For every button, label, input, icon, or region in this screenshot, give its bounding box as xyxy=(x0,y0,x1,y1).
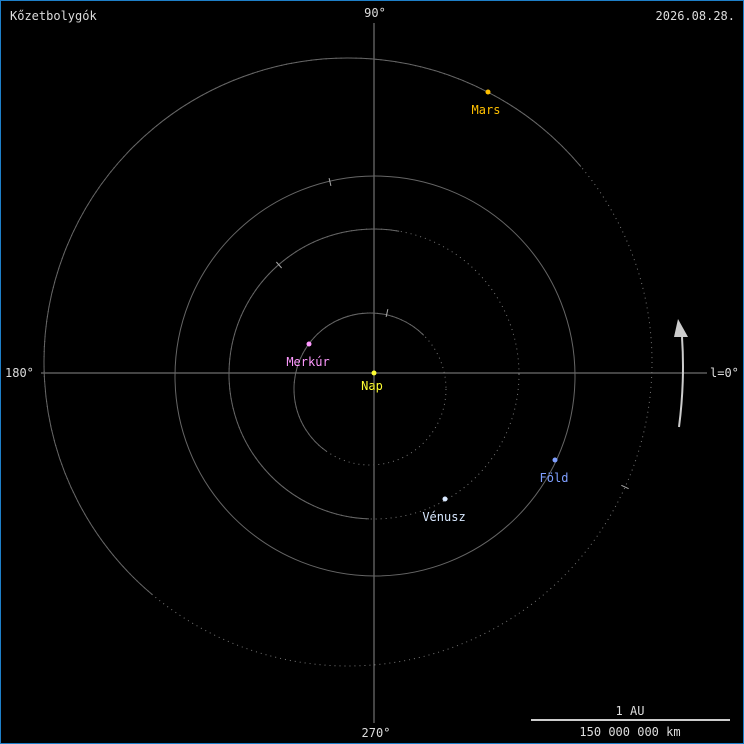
axis-label-270: 270° xyxy=(361,726,391,740)
venus-orbit-solid xyxy=(228,228,400,520)
counterclockwise-arrow-icon xyxy=(678,336,684,428)
diagram-title: Kőzetbolygók xyxy=(10,9,97,23)
earth-marker[interactable] xyxy=(552,457,558,463)
mars-orbit-dotted xyxy=(43,57,653,667)
venus-marker[interactable] xyxy=(442,496,448,502)
mars-label: Mars xyxy=(471,103,501,117)
sun-label: Nap xyxy=(361,379,383,393)
earth-orbit xyxy=(174,175,576,577)
arrowhead-icon xyxy=(674,319,688,337)
mars-orbit-solid xyxy=(43,57,582,596)
earth-node-tick xyxy=(328,177,332,187)
sun-marker[interactable] xyxy=(371,370,377,376)
mercury-orbit-solid xyxy=(293,312,425,452)
axis-label-180: 180° xyxy=(5,366,34,380)
scale-label-km: 150 000 000 km xyxy=(579,725,681,739)
venus-node-tick xyxy=(275,261,283,269)
axis-label-90: 90° xyxy=(364,6,386,20)
mercury-orbit-dotted xyxy=(293,312,447,466)
date-label: 2026.08.28. xyxy=(655,9,735,23)
venus-label: Vénusz xyxy=(422,510,466,524)
mercury-marker[interactable] xyxy=(306,341,312,347)
mars-marker[interactable] xyxy=(485,89,491,95)
mercury-label: Merkúr xyxy=(286,355,330,369)
axis-label-0: l=0° xyxy=(710,366,739,380)
mercury-node-tick xyxy=(385,308,389,318)
scale-label-au: 1 AU xyxy=(615,704,645,718)
earth-label: Föld xyxy=(539,471,569,485)
mars-node-tick xyxy=(621,484,629,490)
